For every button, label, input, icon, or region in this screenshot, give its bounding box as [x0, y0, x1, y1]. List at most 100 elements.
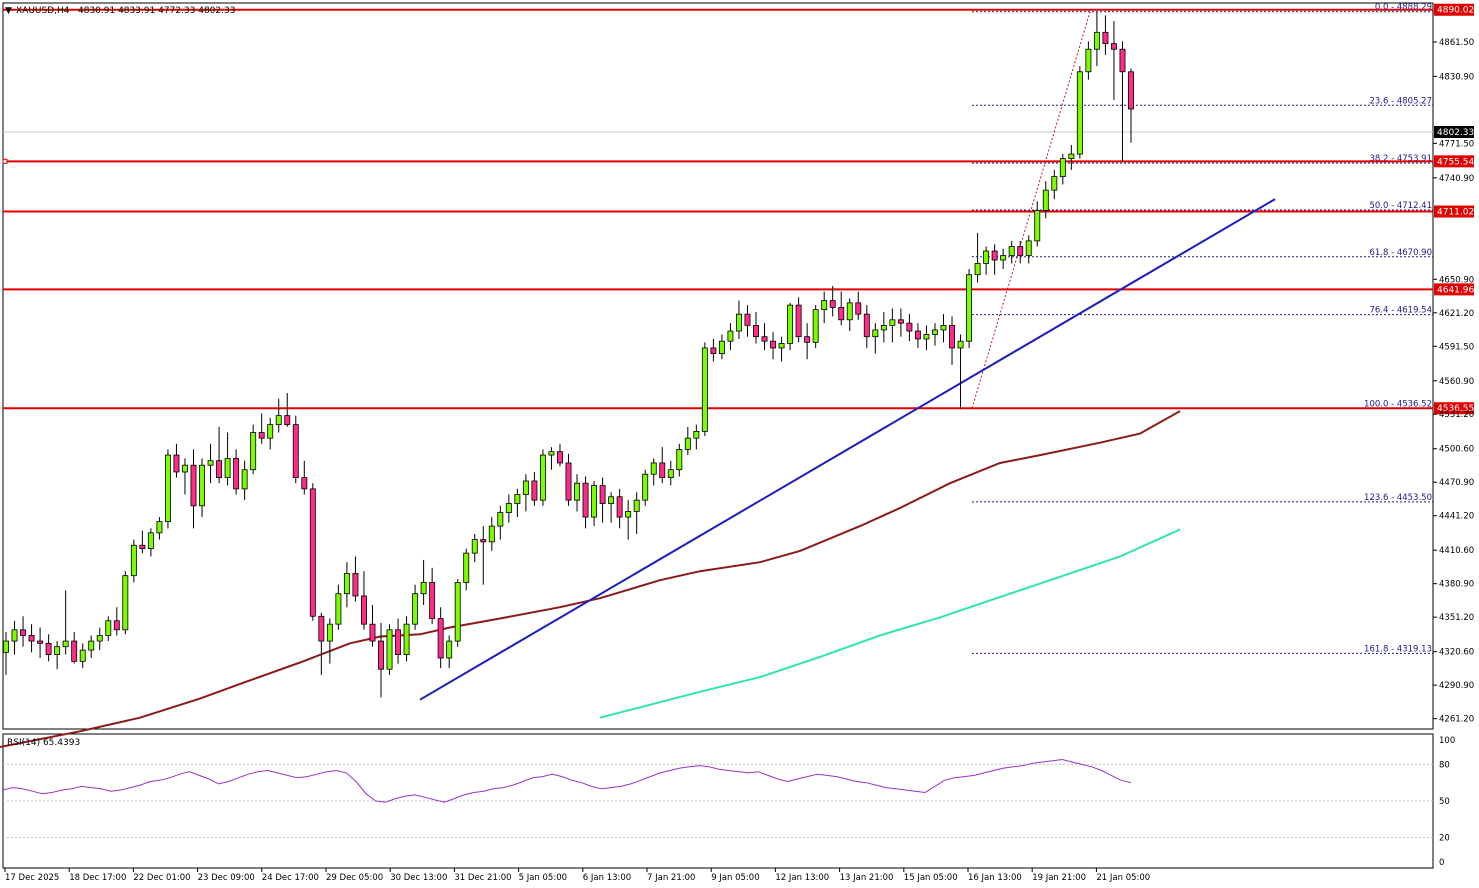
candle — [122, 571, 129, 635]
candle — [701, 342, 708, 436]
bull-candle-body — [684, 437, 691, 450]
bear-candle-body — [753, 325, 759, 338]
bull-candle-body — [1025, 240, 1032, 256]
bull-candle-body — [446, 640, 453, 659]
price-tick-label: 4320.60 — [1439, 648, 1474, 658]
candle — [250, 424, 257, 475]
candle — [591, 480, 598, 527]
candle — [88, 635, 95, 658]
candle — [1068, 145, 1075, 170]
candle — [54, 641, 61, 670]
candle — [96, 627, 103, 651]
candle — [625, 500, 632, 540]
candle — [207, 443, 214, 484]
header-triangle-icon[interactable]: ▼ — [5, 6, 12, 16]
price-tick-label: 4740.90 — [1439, 174, 1474, 184]
bear-candle-body — [369, 623, 376, 642]
candle — [966, 269, 973, 348]
bull-candle-body — [164, 454, 171, 522]
time-tick-label: 16 Jan 13:00 — [968, 873, 1022, 883]
price-tick-label: 4771.50 — [1439, 139, 1474, 149]
candle — [233, 449, 240, 495]
candle — [216, 426, 223, 484]
price-tick-label: 4410.60 — [1439, 546, 1474, 556]
fib-level-label: 38.2 - 4753.91 — [1369, 154, 1432, 164]
candle — [914, 323, 921, 348]
candle — [267, 417, 274, 450]
bear-candle-body — [659, 462, 666, 479]
time-tick-label: 9 Jan 05:00 — [711, 873, 759, 883]
candle — [403, 616, 410, 662]
candle — [190, 449, 197, 529]
candle — [974, 232, 981, 283]
bull-candle-body — [1034, 210, 1041, 242]
candle — [318, 612, 325, 675]
candle — [582, 476, 589, 529]
bull-candle-body — [514, 494, 521, 504]
bull-candle-body — [1042, 189, 1049, 211]
bear-candle-body — [395, 629, 402, 655]
candle — [829, 285, 836, 317]
candle — [352, 556, 359, 602]
candle — [863, 305, 870, 348]
bull-candle-body — [343, 573, 350, 595]
bear-candle-body — [838, 306, 845, 321]
candle — [429, 567, 436, 625]
bull-candle-body — [420, 582, 427, 595]
candle — [378, 623, 384, 698]
bull-candle-body — [386, 629, 393, 670]
candle — [395, 618, 402, 664]
bull-candle-body — [79, 649, 86, 662]
price-tick-label: 4380.90 — [1439, 580, 1474, 590]
candle — [778, 336, 785, 362]
candle — [855, 291, 862, 320]
bull-candle-body — [727, 330, 734, 342]
time-tick-label: 21 Jan 05:00 — [1096, 873, 1150, 883]
rsi-pane[interactable] — [2, 733, 1434, 869]
level-price-label: 4641.96 — [1437, 285, 1474, 295]
bull-candle-body — [241, 469, 248, 490]
candle — [684, 426, 691, 456]
candle — [1034, 201, 1041, 247]
bear-candle-body — [710, 347, 717, 354]
candle — [1128, 68, 1134, 143]
bull-candle-body — [735, 313, 742, 332]
bear-candle-body — [360, 595, 367, 625]
fib-level-label: 161.8 - 4319.13 — [1364, 644, 1432, 654]
candle — [642, 469, 649, 506]
candle — [224, 432, 231, 486]
time-tick-label: 22 Dec 01:00 — [133, 873, 190, 883]
bull-candle-body — [591, 485, 598, 518]
bear-candle-body — [429, 582, 436, 619]
bull-candle-body — [96, 635, 103, 642]
candle — [949, 316, 955, 365]
candle — [1119, 41, 1126, 162]
bull-candle-body — [88, 640, 95, 651]
time-tick-label: 19 Jan 21:00 — [1032, 873, 1086, 883]
trendline — [419, 198, 1276, 701]
bull-candle-body — [846, 302, 853, 321]
bear-candle-body — [37, 640, 44, 644]
level-price-tag — [1434, 205, 1474, 218]
candle — [735, 300, 742, 339]
bull-candle-body — [267, 424, 274, 439]
bull-candle-body — [872, 329, 879, 338]
rsi-line — [2, 758, 1132, 803]
candle — [1059, 154, 1066, 185]
bear-candle-body — [616, 496, 623, 518]
candle — [497, 505, 504, 540]
candle — [991, 244, 998, 275]
candle — [147, 528, 154, 557]
price-tick-label: 4591.50 — [1439, 342, 1474, 352]
main-pane[interactable] — [2, 2, 1434, 730]
candle — [437, 607, 444, 669]
candle — [616, 488, 623, 529]
candle — [79, 643, 86, 669]
candle — [574, 474, 580, 512]
candle — [693, 424, 700, 450]
candle — [872, 323, 879, 354]
candle — [62, 590, 69, 655]
bull-candle-body — [1000, 255, 1007, 261]
time-tick-label: 31 Dec 21:00 — [454, 873, 511, 883]
